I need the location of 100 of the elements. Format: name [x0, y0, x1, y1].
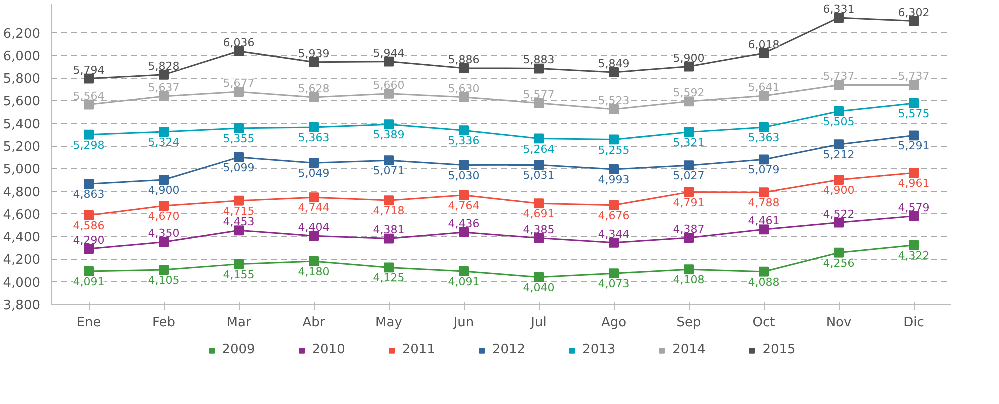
x-tick-label: Nov: [826, 316, 852, 330]
data-label: 4,900: [823, 184, 855, 197]
x-tick-label: Oct: [752, 316, 776, 330]
point: [384, 120, 394, 130]
data-label: 5,212: [823, 148, 855, 162]
point: [534, 272, 544, 282]
data-label: 4,691: [523, 208, 555, 221]
y-tick-label: 4,600: [3, 208, 40, 223]
data-label: 4,350: [148, 227, 180, 240]
data-label: 4,404: [298, 221, 330, 234]
point: [459, 190, 469, 200]
x-tick-label: Jun: [452, 316, 474, 330]
point: [384, 196, 394, 206]
data-label: 5,828: [148, 60, 180, 73]
point: [909, 130, 919, 141]
point: [309, 122, 319, 133]
point: [684, 127, 694, 138]
data-label: 4,961: [898, 177, 930, 190]
point: [684, 160, 694, 171]
data-label: 5,575: [898, 108, 930, 121]
point: [834, 248, 844, 258]
data-label: 4,125: [373, 272, 405, 285]
point: [759, 266, 769, 277]
data-label: 5,677: [223, 77, 255, 90]
point: [609, 164, 619, 174]
data-label: 6,302: [898, 6, 930, 20]
data-label: 4,073: [598, 278, 630, 291]
legend-label: 2011: [402, 342, 436, 358]
data-label: 4,863: [73, 188, 105, 202]
data-label: 4,381: [373, 224, 405, 237]
point: [459, 126, 469, 136]
y-tick-label: 6,200: [3, 26, 40, 42]
point: [234, 123, 244, 134]
data-label: 4,718: [373, 204, 405, 218]
point: [84, 266, 94, 277]
data-label: 4,453: [223, 216, 255, 229]
data-label: 6,331: [823, 2, 855, 16]
data-label: 4,387: [673, 223, 705, 236]
data-label: 5,264: [523, 142, 555, 156]
legend-label: 2013: [582, 342, 616, 358]
data-label: 5,363: [748, 132, 780, 145]
data-label: 5,031: [523, 169, 555, 182]
y-tick-label: 4,000: [3, 276, 40, 291]
data-label: 5,630: [448, 82, 480, 96]
data-label: 5,794: [73, 64, 105, 77]
point: [759, 154, 769, 165]
y-tick-label: 4,400: [3, 230, 40, 246]
data-label: 5,939: [298, 47, 330, 60]
point: [159, 174, 169, 185]
point: [84, 130, 94, 140]
point: [159, 264, 169, 275]
y-tick-label: 4,200: [3, 253, 40, 268]
y-tick-label: 5,000: [3, 162, 40, 178]
point: [459, 160, 469, 170]
data-label: 5,628: [298, 82, 330, 96]
data-label: 4,088: [748, 276, 780, 289]
point: [834, 174, 844, 185]
data-label: 5,255: [598, 144, 630, 157]
data-label: 5,505: [823, 115, 855, 128]
point: [684, 264, 694, 275]
data-label: 5,071: [373, 164, 405, 178]
data-label: 4,322: [898, 249, 930, 262]
data-label: 5,523: [598, 94, 630, 108]
x-tick-label: Mar: [226, 316, 252, 330]
data-label: 5,564: [73, 90, 105, 103]
x-tick-label: Jul: [530, 316, 547, 330]
point: [834, 140, 844, 150]
data-label: 4,091: [448, 276, 480, 289]
x-tick-label: Dic: [904, 316, 924, 330]
data-label: 5,363: [298, 132, 330, 145]
data-label: 4,180: [298, 265, 330, 278]
point: [759, 122, 769, 133]
data-label: 5,660: [373, 78, 405, 92]
data-label: 5,355: [223, 132, 255, 146]
data-label: 5,737: [898, 70, 930, 84]
y-tick-label: 6,000: [3, 49, 40, 64]
legend-label: 2009: [222, 342, 256, 358]
point: [384, 156, 394, 166]
y-tick-label: 5,600: [3, 94, 40, 110]
data-label: 5,886: [448, 53, 480, 66]
data-label: 6,036: [223, 36, 255, 50]
data-label: 5,027: [673, 170, 705, 183]
data-label: 5,099: [223, 161, 255, 174]
legend-label: 2015: [762, 342, 796, 358]
data-label: 5,883: [523, 54, 555, 67]
data-label: 5,737: [823, 70, 855, 84]
point: [234, 152, 244, 162]
point: [84, 179, 94, 190]
legend-label: 2014: [672, 342, 706, 358]
legend-label: 2012: [492, 342, 526, 358]
y-tick-label: 3,800: [3, 298, 40, 314]
data-label: 5,079: [748, 164, 780, 177]
data-label: 4,900: [148, 184, 180, 197]
data-label: 4,436: [448, 218, 480, 230]
point: [459, 266, 469, 277]
x-tick-label: Feb: [152, 316, 176, 330]
y-tick-label: 4,800: [3, 185, 40, 200]
point: [609, 134, 619, 145]
point: [834, 106, 844, 116]
point: [609, 200, 619, 210]
